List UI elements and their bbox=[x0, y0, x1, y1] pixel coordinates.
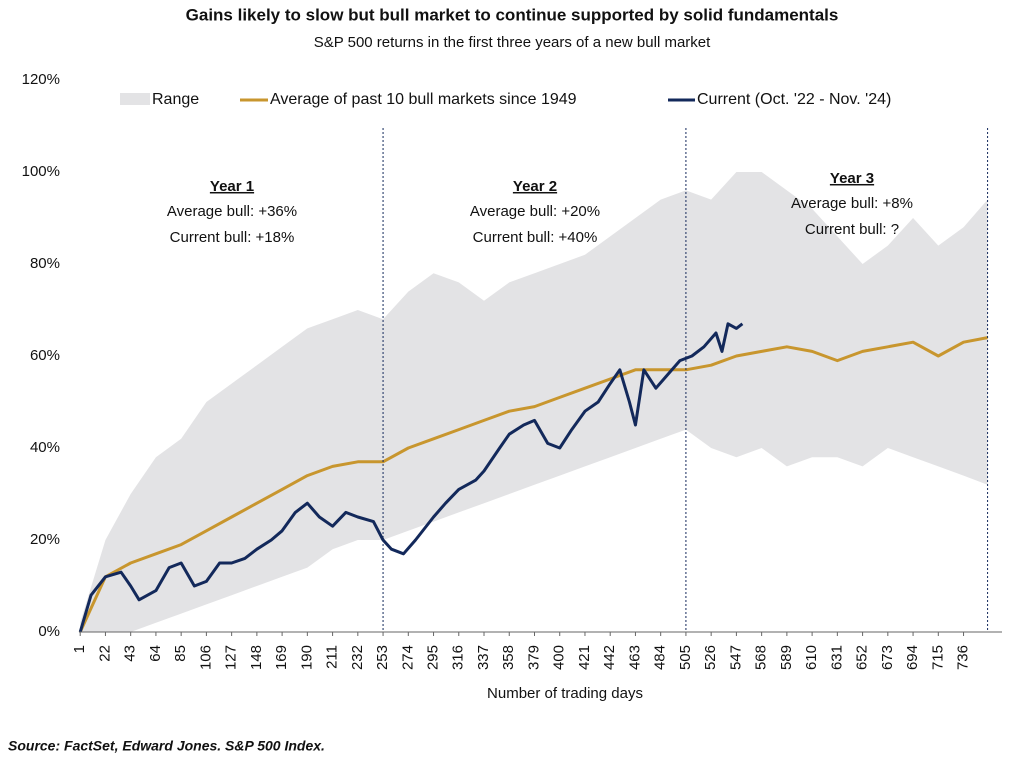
x-tick-label: 148 bbox=[248, 645, 265, 670]
x-tick-label: 631 bbox=[828, 645, 845, 670]
chart-title: Gains likely to slow but bull market to … bbox=[186, 5, 839, 24]
x-tick-label: 22 bbox=[96, 645, 113, 662]
legend-swatch bbox=[120, 93, 150, 105]
x-tick-label: 1 bbox=[71, 645, 88, 653]
x-tick-label: 337 bbox=[475, 645, 492, 670]
band-layer bbox=[80, 172, 988, 632]
series-line bbox=[78, 336, 988, 633]
x-tick-label: 526 bbox=[702, 645, 719, 670]
y-tick-label: 0% bbox=[38, 623, 60, 640]
y-tick-label: 20% bbox=[30, 531, 60, 548]
year-heading: Year 3 bbox=[830, 170, 874, 187]
year-note: Average bull: +8% bbox=[791, 195, 913, 212]
year-note: Average bull: +36% bbox=[167, 203, 297, 220]
year-note: Current bull: +40% bbox=[473, 229, 598, 246]
x-tick-label: 379 bbox=[525, 645, 542, 670]
x-tick-label: 127 bbox=[223, 645, 240, 670]
x-tick-label: 505 bbox=[677, 645, 694, 670]
x-tick-label: 190 bbox=[298, 645, 315, 670]
x-tick-label: 64 bbox=[147, 645, 164, 662]
x-tick-label: 442 bbox=[601, 645, 618, 670]
x-tick-label: 589 bbox=[778, 645, 795, 670]
range-band bbox=[80, 172, 988, 632]
x-tick-label: 421 bbox=[576, 645, 593, 670]
legend-label: Current (Oct. '22 - Nov. '24) bbox=[697, 91, 891, 108]
x-tick-label: 85 bbox=[172, 645, 189, 662]
y-tick-label: 80% bbox=[30, 255, 60, 272]
x-tick-label: 274 bbox=[399, 645, 416, 670]
x-tick-label: 253 bbox=[374, 645, 391, 670]
y-tick-label: 60% bbox=[30, 347, 60, 364]
year-heading: Year 1 bbox=[210, 178, 254, 195]
x-tick-label: 484 bbox=[652, 645, 669, 670]
x-tick-label: 232 bbox=[349, 645, 366, 670]
x-tick-label: 43 bbox=[122, 645, 139, 662]
year-note: Current bull: +18% bbox=[170, 229, 295, 246]
y-tick-label: 120% bbox=[22, 71, 60, 88]
x-tick-label: 463 bbox=[626, 645, 643, 670]
series-line bbox=[78, 322, 744, 633]
x-tick-label: 400 bbox=[551, 645, 568, 670]
x-tick-label: 295 bbox=[425, 645, 442, 670]
x-tick-label: 358 bbox=[500, 645, 517, 670]
year-note: Current bull: ? bbox=[805, 221, 899, 238]
source-note: Source: FactSet, Edward Jones. S&P 500 I… bbox=[8, 738, 325, 754]
x-tick-label: 736 bbox=[955, 645, 972, 670]
x-tick-label: 673 bbox=[879, 645, 896, 670]
x-tick-label: 211 bbox=[324, 645, 341, 669]
x-tick-label: 715 bbox=[929, 645, 946, 670]
x-tick-label: 169 bbox=[273, 645, 290, 670]
chart-subtitle: S&P 500 returns in the first three years… bbox=[314, 34, 711, 51]
x-tick-label: 106 bbox=[197, 645, 214, 670]
legend-label: Range bbox=[152, 91, 199, 108]
y-tick-label: 40% bbox=[30, 439, 60, 456]
x-axis-label: Number of trading days bbox=[487, 685, 643, 702]
x-tick-label: 547 bbox=[727, 645, 744, 670]
y-tick-label: 100% bbox=[22, 163, 60, 180]
year-note: Average bull: +20% bbox=[470, 203, 600, 220]
x-tick-label: 568 bbox=[753, 645, 770, 670]
legend-label: Average of past 10 bull markets since 19… bbox=[270, 91, 577, 108]
x-tick-label: 694 bbox=[904, 645, 921, 670]
year-heading: Year 2 bbox=[513, 178, 557, 195]
x-tick-label: 652 bbox=[854, 645, 871, 670]
x-tick-label: 316 bbox=[450, 645, 467, 670]
x-tick-label: 610 bbox=[803, 645, 820, 670]
line-layer bbox=[78, 322, 988, 633]
